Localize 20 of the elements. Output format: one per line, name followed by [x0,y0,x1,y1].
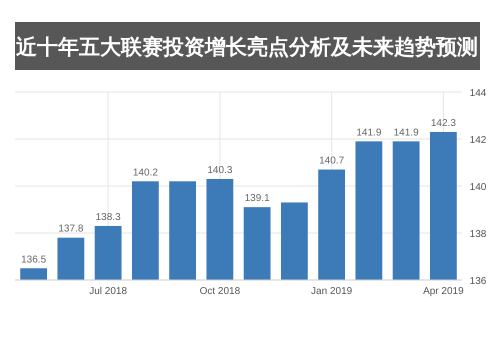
y-tick-label: 144 [470,88,487,99]
data-label: 141.9 [356,127,382,138]
y-tick-label: 136 [470,276,487,287]
data-label: 142.3 [430,118,456,129]
data-label: 140.2 [132,167,158,178]
data-label: 137.8 [58,224,84,235]
y-tick-label: 142 [470,135,487,146]
x-tick-label: Apr 2019 [423,286,464,297]
x-tick-label: Oct 2018 [200,286,241,297]
data-label: 141.9 [394,127,420,138]
data-label: 138.3 [96,212,122,223]
chart-title: 近十年五大联赛投资增长亮点分析及未来趋势预测 [15,35,478,59]
data-label: 140.3 [207,164,233,176]
y-tick-label: 140 [470,182,487,193]
x-tick-label: Jul 2018 [89,286,128,297]
data-label: 140.7 [319,156,345,167]
data-label: 136.5 [21,254,47,266]
data-label: 139.1 [244,193,270,204]
y-tick-label: 138 [470,229,487,240]
x-tick-label: Jan 2019 [311,286,353,297]
